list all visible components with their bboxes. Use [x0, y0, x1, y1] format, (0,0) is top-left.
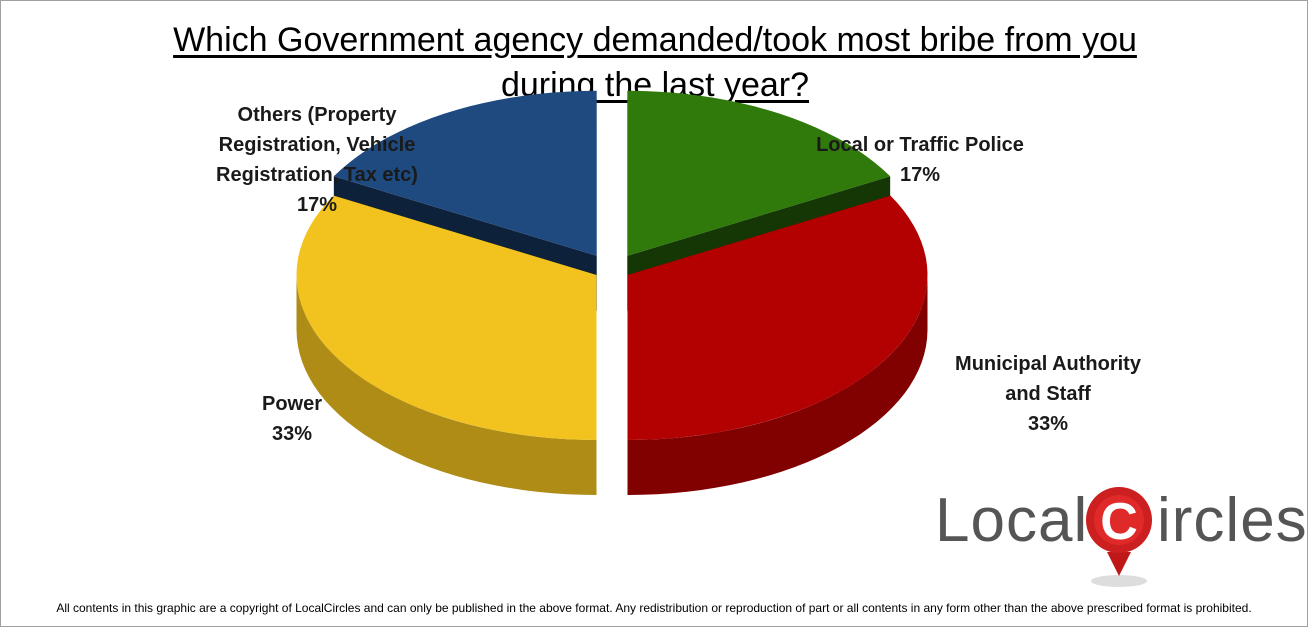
slice-value-power: 33% [271, 423, 313, 445]
slice-value-others: 17% [296, 194, 338, 216]
slice-label-local-police-line-1: Local or Traffic Police [816, 134, 1024, 156]
slice-label-others-line-3: Registration, Tax etc) [216, 164, 418, 186]
localcircles-logo: Local C ircles [935, 478, 1308, 590]
slice-label-power: Power 33% [232, 389, 352, 449]
pie-slice-local-police-top [627, 90, 891, 256]
slice-label-others-line-1: Others (Property [237, 104, 397, 126]
slice-label-municipal-line-2: and Staff [1005, 383, 1091, 405]
slice-value-local-police: 17% [899, 164, 941, 186]
pie-slice-power [296, 195, 597, 495]
logo-text-right: ircles [1157, 486, 1308, 555]
logo-letter: C [1100, 493, 1138, 551]
slice-label-others-line-2: Registration, Vehicle [218, 134, 416, 156]
pie-slice-municipal-rim [627, 275, 928, 495]
chart-title-line-1: Which Government agency demanded/took mo… [173, 21, 1137, 59]
pie-slice-municipal-top [627, 195, 928, 440]
logo-pin-icon: C [1086, 487, 1152, 587]
slice-value-municipal: 33% [1027, 413, 1069, 435]
slice-label-municipal: Municipal Authority and Staff 33% [920, 349, 1176, 439]
slice-label-local-police: Local or Traffic Police 17% [790, 130, 1050, 190]
pie-slice-power-rim [296, 275, 597, 495]
slice-label-municipal-line-1: Municipal Authority [955, 353, 1141, 375]
slice-label-others: Others (Property Registration, Vehicle R… [182, 100, 452, 220]
copyright-footer: All contents in this graphic are a copyr… [56, 601, 1252, 615]
slice-label-power-line-1: Power [261, 393, 323, 415]
logo-text-left: Local [935, 486, 1089, 555]
pie-slice-others-top [333, 90, 597, 256]
pie-slice-municipal [627, 195, 928, 495]
pie-slice-power-top [296, 195, 597, 440]
